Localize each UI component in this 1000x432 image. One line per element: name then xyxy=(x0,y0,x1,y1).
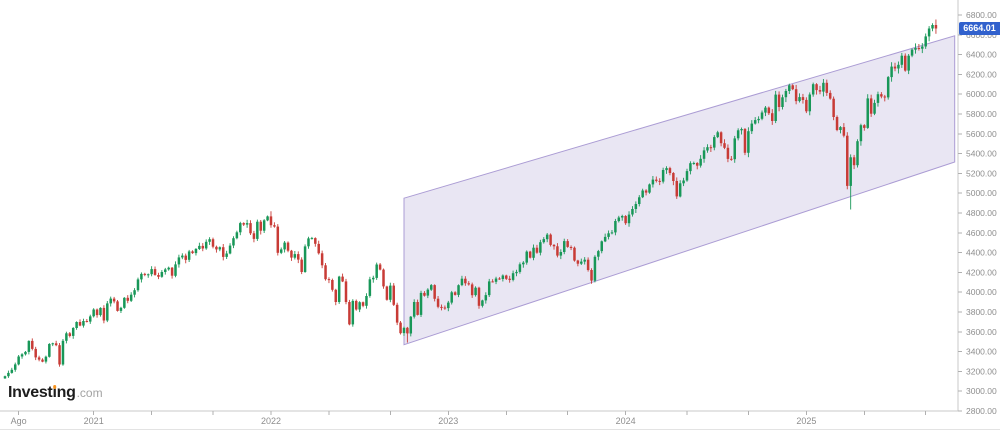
svg-text:2025: 2025 xyxy=(796,416,816,426)
svg-text:6800.00: 6800.00 xyxy=(966,10,997,20)
svg-text:3400.00: 3400.00 xyxy=(966,347,997,357)
svg-text:Ago: Ago xyxy=(11,416,27,426)
svg-text:3600.00: 3600.00 xyxy=(966,327,997,337)
svg-text:3000.00: 3000.00 xyxy=(966,386,997,396)
svg-text:5800.00: 5800.00 xyxy=(966,109,997,119)
svg-text:4600.00: 4600.00 xyxy=(966,228,997,238)
svg-text:3200.00: 3200.00 xyxy=(966,366,997,376)
investing-com-logo: Investing.com xyxy=(8,384,103,402)
svg-text:6200.00: 6200.00 xyxy=(966,69,997,79)
svg-text:2021: 2021 xyxy=(84,416,104,426)
time-axis[interactable]: Ago 2021 2022 2023 2024 2025 xyxy=(0,410,1000,430)
svg-text:4000.00: 4000.00 xyxy=(966,287,997,297)
logo-text-invest: Invest xyxy=(8,384,53,401)
svg-text:2023: 2023 xyxy=(438,416,458,426)
last-price-tag: 6664.01 xyxy=(959,22,1000,35)
svg-text:3800.00: 3800.00 xyxy=(966,307,997,317)
logo-text-ng: ng xyxy=(56,384,76,401)
svg-text:6400.00: 6400.00 xyxy=(966,50,997,60)
svg-text:5600.00: 5600.00 xyxy=(966,129,997,139)
svg-text:5000.00: 5000.00 xyxy=(966,188,997,198)
svg-text:2022: 2022 xyxy=(261,416,281,426)
candles xyxy=(3,19,938,379)
svg-text:6000.00: 6000.00 xyxy=(966,89,997,99)
svg-text:5200.00: 5200.00 xyxy=(966,168,997,178)
svg-text:2024: 2024 xyxy=(616,416,636,426)
logo-orange-dot-i: i xyxy=(52,384,57,401)
price-axis[interactable]: 6800.006600.006400.006200.006000.005800.… xyxy=(957,0,997,416)
svg-text:2800.00: 2800.00 xyxy=(966,406,997,416)
svg-text:5400.00: 5400.00 xyxy=(966,149,997,159)
svg-text:4200.00: 4200.00 xyxy=(966,267,997,277)
svg-text:4800.00: 4800.00 xyxy=(966,208,997,218)
svg-text:4400.00: 4400.00 xyxy=(966,248,997,258)
logo-text-com: .com xyxy=(76,386,103,400)
